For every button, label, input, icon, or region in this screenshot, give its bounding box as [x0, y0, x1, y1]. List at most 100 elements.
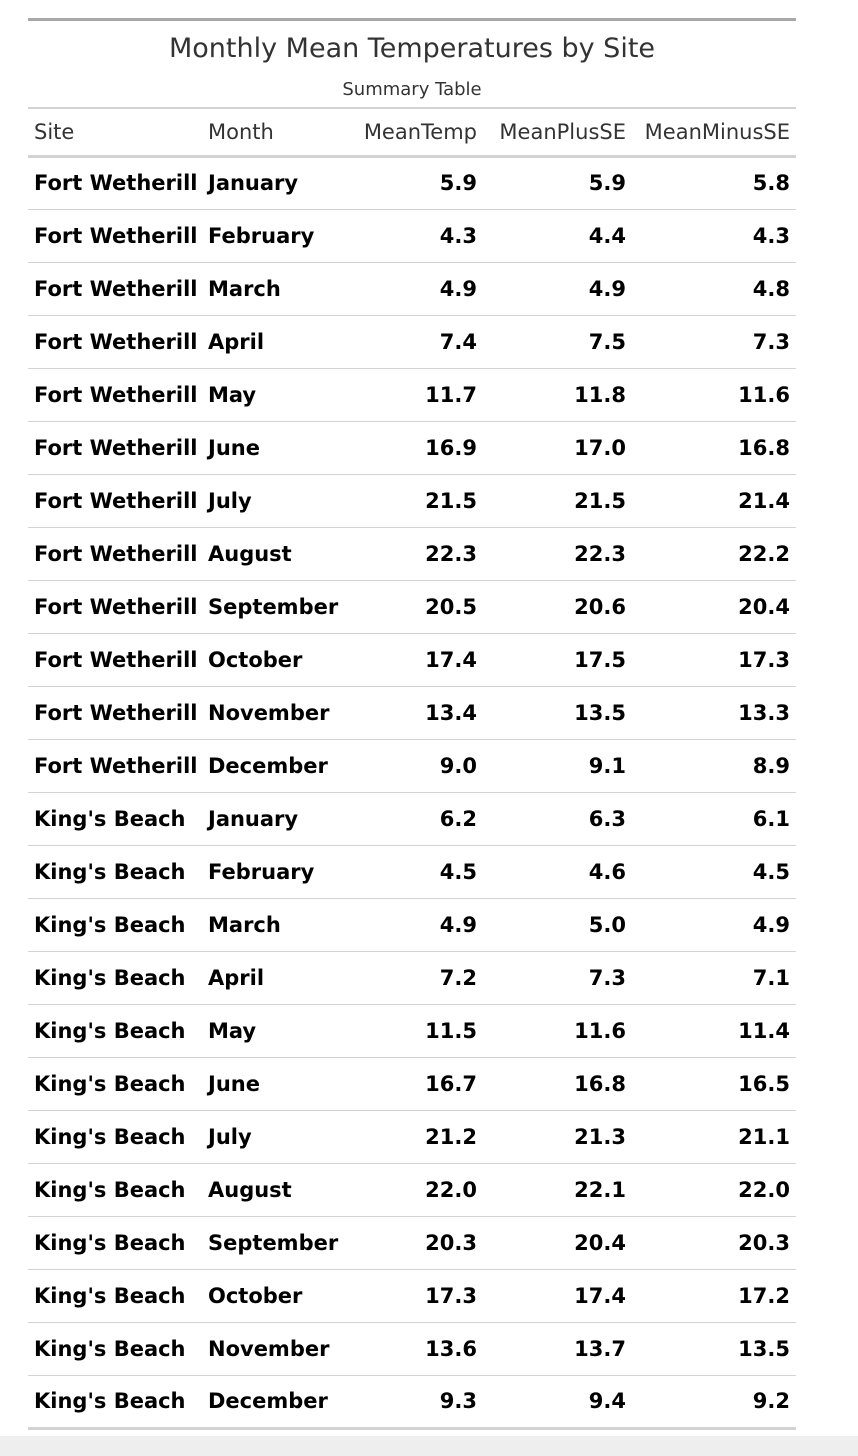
- cell-meanplusse: 20.4: [483, 1216, 632, 1270]
- table-row: Fort Wetherill August 22.3 22.3 22.2: [28, 527, 796, 581]
- cell-meanplusse: 4.4: [483, 209, 632, 263]
- cell-month: November: [202, 1322, 342, 1376]
- cell-meantemp: 7.2: [342, 951, 483, 1005]
- cell-meantemp: 20.5: [342, 580, 483, 634]
- cell-month: December: [202, 739, 342, 793]
- cell-site: Fort Wetherill: [28, 421, 202, 475]
- cell-meantemp: 9.3: [342, 1375, 483, 1430]
- cell-meantemp: 17.3: [342, 1269, 483, 1323]
- cell-meanminusse: 16.5: [632, 1057, 796, 1111]
- column-header-site: Site: [28, 107, 202, 158]
- cell-meanminusse: 4.5: [632, 845, 796, 899]
- cell-month: September: [202, 1216, 342, 1270]
- cell-meanplusse: 13.7: [483, 1322, 632, 1376]
- cell-meanplusse: 11.6: [483, 1004, 632, 1058]
- cell-meantemp: 11.7: [342, 368, 483, 422]
- cell-site: Fort Wetherill: [28, 686, 202, 740]
- cell-site: Fort Wetherill: [28, 739, 202, 793]
- cell-month: August: [202, 1163, 342, 1217]
- cell-site: Fort Wetherill: [28, 156, 202, 210]
- cell-meanminusse: 6.1: [632, 792, 796, 846]
- table-row: King's Beach February 4.5 4.6 4.5: [28, 845, 796, 899]
- table-row: Fort Wetherill March 4.9 4.9 4.8: [28, 262, 796, 316]
- table-row: Fort Wetherill January 5.9 5.9 5.8: [28, 156, 796, 210]
- cell-month: October: [202, 633, 342, 687]
- cell-meanminusse: 13.3: [632, 686, 796, 740]
- table-row: Fort Wetherill November 13.4 13.5 13.3: [28, 686, 796, 740]
- table-title: Monthly Mean Temperatures by Site: [168, 33, 656, 64]
- table-row: Fort Wetherill July 21.5 21.5 21.4: [28, 474, 796, 528]
- cell-meanminusse: 21.4: [632, 474, 796, 528]
- cell-meanplusse: 17.0: [483, 421, 632, 475]
- cell-site: Fort Wetherill: [28, 262, 202, 316]
- cell-site: Fort Wetherill: [28, 315, 202, 369]
- cell-site: King's Beach: [28, 1216, 202, 1270]
- table-row: King's Beach May 11.5 11.6 11.4: [28, 1004, 796, 1058]
- cell-meantemp: 4.9: [342, 898, 483, 952]
- cell-meanplusse: 11.8: [483, 368, 632, 422]
- table-row: King's Beach January 6.2 6.3 6.1: [28, 792, 796, 846]
- table-body: Fort Wetherill January 5.9 5.9 5.8 Fort Wethe…: [28, 156, 796, 1430]
- cell-meanminusse: 22.2: [632, 527, 796, 581]
- cell-meanplusse: 9.4: [483, 1375, 632, 1430]
- cell-meanminusse: 11.4: [632, 1004, 796, 1058]
- header-row: Site Month MeanTemp MeanPlusSE MeanMinus…: [28, 107, 796, 158]
- cell-site: Fort Wetherill: [28, 633, 202, 687]
- column-header-meanminusse: MeanMinusSE: [632, 107, 796, 158]
- cell-meanminusse: 13.5: [632, 1322, 796, 1376]
- cell-month: July: [202, 1110, 342, 1164]
- cell-meanplusse: 7.5: [483, 315, 632, 369]
- cell-site: Fort Wetherill: [28, 474, 202, 528]
- cell-meanminusse: 4.8: [632, 262, 796, 316]
- cell-site: Fort Wetherill: [28, 527, 202, 581]
- cell-meantemp: 20.3: [342, 1216, 483, 1270]
- bottom-edge: [0, 1436, 858, 1456]
- cell-meanplusse: 13.5: [483, 686, 632, 740]
- table-row: Fort Wetherill May 11.7 11.8 11.6: [28, 368, 796, 422]
- cell-meanminusse: 17.2: [632, 1269, 796, 1323]
- cell-site: King's Beach: [28, 792, 202, 846]
- cell-month: April: [202, 951, 342, 1005]
- cell-meantemp: 22.0: [342, 1163, 483, 1217]
- table-row: King's Beach December 9.3 9.4 9.2: [28, 1375, 796, 1430]
- table-row: Fort Wetherill February 4.3 4.4 4.3: [28, 209, 796, 263]
- table-row: King's Beach June 16.7 16.8 16.5: [28, 1057, 796, 1111]
- cell-month: April: [202, 315, 342, 369]
- cell-site: King's Beach: [28, 1004, 202, 1058]
- cell-meantemp: 7.4: [342, 315, 483, 369]
- cell-site: King's Beach: [28, 1110, 202, 1164]
- cell-meanminusse: 7.1: [632, 951, 796, 1005]
- table-row: Fort Wetherill October 17.4 17.5 17.3: [28, 633, 796, 687]
- cell-meanminusse: 20.3: [632, 1216, 796, 1270]
- table-row: Fort Wetherill June 16.9 17.0 16.8: [28, 421, 796, 475]
- cell-meanplusse: 9.1: [483, 739, 632, 793]
- cell-meanplusse: 22.1: [483, 1163, 632, 1217]
- cell-meanplusse: 20.6: [483, 580, 632, 634]
- column-header-meantemp: MeanTemp: [342, 107, 483, 158]
- cell-month: January: [202, 156, 342, 210]
- cell-meantemp: 21.5: [342, 474, 483, 528]
- cell-meantemp: 5.9: [342, 156, 483, 210]
- cell-meanminusse: 8.9: [632, 739, 796, 793]
- cell-meanplusse: 4.6: [483, 845, 632, 899]
- cell-meanplusse: 21.3: [483, 1110, 632, 1164]
- cell-meanminusse: 16.8: [632, 421, 796, 475]
- column-header-month: Month: [202, 107, 342, 158]
- cell-month: May: [202, 368, 342, 422]
- cell-month: February: [202, 209, 342, 263]
- cell-month: August: [202, 527, 342, 581]
- cell-meantemp: 17.4: [342, 633, 483, 687]
- cell-meantemp: 22.3: [342, 527, 483, 581]
- table-row: King's Beach September 20.3 20.4 20.3: [28, 1216, 796, 1270]
- cell-month: July: [202, 474, 342, 528]
- cell-site: King's Beach: [28, 1057, 202, 1111]
- cell-meantemp: 13.4: [342, 686, 483, 740]
- cell-meanplusse: 17.5: [483, 633, 632, 687]
- cell-meanplusse: 4.9: [483, 262, 632, 316]
- cell-site: King's Beach: [28, 1322, 202, 1376]
- cell-meanminusse: 21.1: [632, 1110, 796, 1164]
- cell-meantemp: 11.5: [342, 1004, 483, 1058]
- cell-meanminusse: 9.2: [632, 1375, 796, 1430]
- table-row: Fort Wetherill September 20.5 20.6 20.4: [28, 580, 796, 634]
- table-row: King's Beach October 17.3 17.4 17.2: [28, 1269, 796, 1323]
